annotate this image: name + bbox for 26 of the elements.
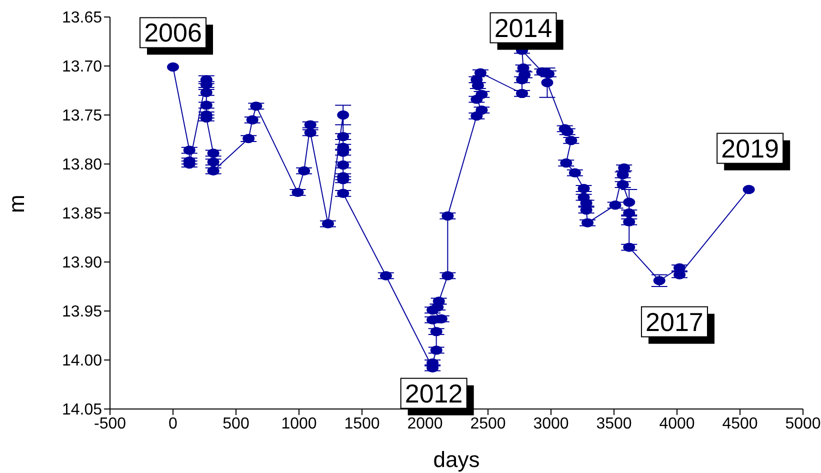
x-axis-title: days — [433, 447, 480, 472]
annotation: 2006 — [144, 18, 202, 48]
x-tick-label: 3500 — [596, 415, 632, 432]
x-tick-label: 1500 — [344, 415, 380, 432]
annotation: 2012 — [404, 378, 463, 408]
annotation: 2014 — [494, 12, 552, 43]
annotation: 2019 — [721, 133, 779, 164]
annotation: 2017 — [646, 306, 704, 337]
x-tick-label: 4500 — [722, 415, 758, 432]
x-tick-label: 3000 — [533, 415, 569, 432]
y-tick-label: 13.75 — [62, 108, 102, 125]
y-tick-label: 13.80 — [62, 156, 102, 174]
y-tick-label: 13.90 — [62, 254, 102, 272]
x-tick-label: 5000 — [785, 415, 821, 432]
y-tick-label: 13.70 — [62, 58, 102, 76]
y-tick-label: 14.00 — [62, 352, 102, 370]
y-tick-label: 13.65 — [62, 10, 102, 27]
y-tick-label: 13.85 — [62, 206, 102, 223]
x-tick-label: 0 — [168, 415, 178, 432]
x-tick-label: 500 — [222, 415, 250, 432]
x-tick-label: 2000 — [407, 415, 443, 432]
x-tick-label: 1000 — [281, 415, 317, 432]
x-tick-label: 2500 — [470, 415, 506, 432]
y-tick-label: 13.95 — [62, 304, 102, 321]
x-tick-label: 4000 — [659, 415, 695, 432]
y-axis-title: m — [4, 194, 29, 213]
